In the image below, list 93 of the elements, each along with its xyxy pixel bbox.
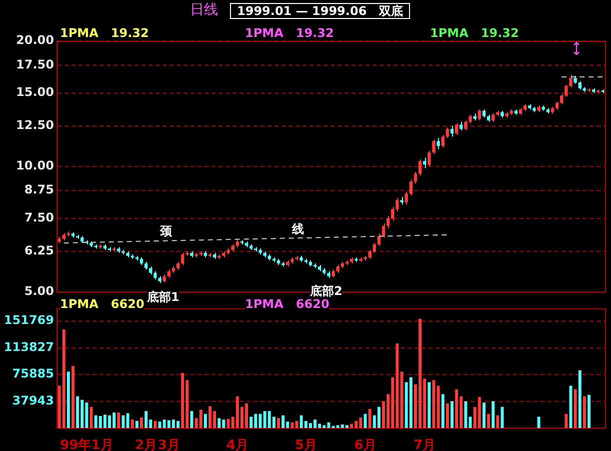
candlestick [478,108,482,121]
candlestick [372,242,376,254]
bar [441,394,444,428]
bar [574,389,577,428]
bar [117,412,120,428]
y-tick-label: 10.00 [16,158,54,173]
bar [377,406,380,428]
y-tick-label: 75885 [12,366,54,381]
y-tick-label: 15.00 [16,85,54,100]
x-tick-label: 6月 [354,438,376,451]
y-tick-label: 6.25 [24,244,54,258]
candlestick [377,233,381,246]
bar [66,372,70,428]
y-tick-label: 5.00 [24,284,54,298]
bar [277,418,280,428]
candlestick [409,179,413,196]
bar [76,396,80,428]
bar [428,382,431,428]
bar [144,411,148,428]
bar [122,415,125,428]
candlestick [441,134,444,148]
bar [400,372,404,428]
candlestick [454,122,458,136]
x-tick-label: 99年1月 [60,438,114,451]
text: 1PMA 19.32 [60,26,149,40]
bar [190,411,194,428]
bar [135,420,138,428]
annotation: 底部2 [310,284,342,298]
bar [204,414,207,428]
bar [487,414,490,428]
x-tick-label: 4月 [226,438,248,451]
bar [199,410,202,428]
bar [588,394,590,428]
candlestick [404,191,408,206]
bar [582,396,586,428]
bar [464,401,468,428]
bar [130,420,134,428]
y-tick-label: 17.50 [16,57,54,72]
candlestick [446,126,450,138]
candlestick [436,137,440,150]
bar [409,377,412,428]
chart-title: 1999.01 — 1999.06 双底 [230,3,410,19]
annotation: 1PMA 6620 [245,297,330,311]
y-tick-label: 151769 [4,313,54,328]
candlestick [423,157,426,169]
bar [368,408,372,428]
bar [154,420,157,428]
bar [455,389,458,428]
y-tick-label: 8.75 [24,182,54,197]
y-tick-label: 12.50 [16,118,54,132]
bar [450,401,454,428]
bar [181,373,184,428]
candlestick [428,150,431,167]
bar [468,416,472,428]
x-tick-label: 5月 [294,438,317,451]
bar [72,366,74,428]
bar [578,370,582,428]
candlestick [180,252,184,266]
bar [478,396,481,428]
bar [482,402,486,428]
bar [564,414,568,428]
y-tick-label: 20.00 [16,33,54,48]
bar [218,418,221,428]
bar [446,403,449,428]
annotation: 颈 [160,224,172,238]
bar [126,413,130,428]
annotation: 线 [292,222,304,236]
candlestick [432,139,436,155]
bar [290,422,294,428]
bar [140,417,143,428]
bar [496,415,500,428]
bar [62,329,66,428]
bar [436,386,440,428]
chart-subtitle: 日线 [190,2,218,18]
text: 1PMA 19.32 [430,26,519,40]
candlestick [414,171,418,184]
candlestick [450,126,454,137]
candlestick [418,158,422,176]
y-tick-label: 113827 [4,340,54,354]
bar [492,401,495,428]
annotation: 1PMA 6620 [60,297,144,311]
y-tick-label: 37943 [12,393,54,408]
y-tick-label: 7.50 [24,210,54,225]
bar [350,424,354,428]
bar [537,416,540,428]
annotation: 底部1 [147,290,180,304]
text: 1PMA 19.32 [245,26,334,40]
bar [250,416,253,428]
x-tick-label: 7月 [414,438,436,451]
bar [282,415,285,428]
x-tick-label: 3月 [158,438,180,451]
candlestick [569,74,572,88]
x-tick-label: 2月 [135,438,158,451]
